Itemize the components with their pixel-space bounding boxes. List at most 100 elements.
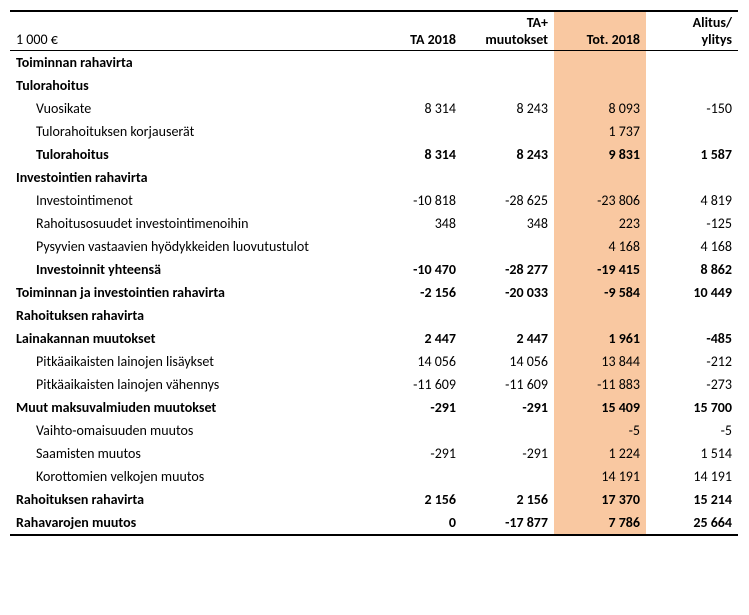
cell: 348 xyxy=(370,212,462,235)
header-unit: 1 000 € xyxy=(10,12,370,51)
table-row: Lainakannan muutokset2 4472 4471 961-485 xyxy=(10,327,738,350)
table-row: Tulorahoituksen korjauserät1 737 xyxy=(10,120,738,143)
table-row: Tulorahoitus xyxy=(10,74,738,97)
row-label: Rahoitusosuudet investointimenoihin xyxy=(10,212,370,235)
row-label: Tulorahoituksen korjauserät xyxy=(10,120,370,143)
row-label: Korottomien velkojen muutos xyxy=(10,465,370,488)
cell xyxy=(370,304,462,327)
cell: 13 844 xyxy=(554,350,646,373)
row-label: Investoinnit yhteensä xyxy=(10,258,370,281)
cell: 348 xyxy=(462,212,554,235)
cell xyxy=(646,120,738,143)
table-row: Saamisten muutos-291-2911 2241 514 xyxy=(10,442,738,465)
cell: -291 xyxy=(462,396,554,419)
cell: -11 609 xyxy=(462,373,554,396)
row-label: Toiminnan rahavirta xyxy=(10,51,370,75)
table-row: Toiminnan rahavirta xyxy=(10,51,738,75)
cell: 223 xyxy=(554,212,646,235)
row-label: Muut maksuvalmiuden muutokset xyxy=(10,396,370,419)
cell: -11 609 xyxy=(370,373,462,396)
cell: -125 xyxy=(646,212,738,235)
table-header-row: 1 000 € TA 2018 TA+ muutokset Tot. 2018 … xyxy=(10,12,738,51)
cell: 14 191 xyxy=(646,465,738,488)
header-col-4: Alitus/ ylitys xyxy=(646,12,738,51)
cell: -5 xyxy=(646,419,738,442)
cell: 2 156 xyxy=(370,488,462,511)
cell: 10 449 xyxy=(646,281,738,304)
table-row: Investointien rahavirta xyxy=(10,166,738,189)
cell: 7 786 xyxy=(554,511,646,534)
cell xyxy=(370,235,462,258)
cell: 14 056 xyxy=(370,350,462,373)
row-label: Rahoituksen rahavirta xyxy=(10,488,370,511)
header-col-1-label: TA 2018 xyxy=(410,31,456,48)
table-row: Vaihto-omaisuuden muutos-5-5 xyxy=(10,419,738,442)
cell: 8 093 xyxy=(554,97,646,120)
cell xyxy=(462,235,554,258)
cell: 4 819 xyxy=(646,189,738,212)
cell xyxy=(462,74,554,97)
cell: -212 xyxy=(646,350,738,373)
cell: -28 625 xyxy=(462,189,554,212)
cell: -10 818 xyxy=(370,189,462,212)
cell xyxy=(370,166,462,189)
table-row: Toiminnan ja investointien rahavirta-2 1… xyxy=(10,281,738,304)
cell: 4 168 xyxy=(554,235,646,258)
cell: 2 156 xyxy=(462,488,554,511)
cell: -485 xyxy=(646,327,738,350)
table-row: Investoinnit yhteensä-10 470-28 277-19 4… xyxy=(10,258,738,281)
cell: -20 033 xyxy=(462,281,554,304)
cell xyxy=(646,166,738,189)
cell xyxy=(462,51,554,75)
cell: 2 447 xyxy=(462,327,554,350)
row-label: Pitkäaikaisten lainojen vähennys xyxy=(10,373,370,396)
cell xyxy=(370,120,462,143)
row-label: Toiminnan ja investointien rahavirta xyxy=(10,281,370,304)
cell xyxy=(370,465,462,488)
cell: 25 664 xyxy=(646,511,738,534)
cell: -28 277 xyxy=(462,258,554,281)
row-label: Saamisten muutos xyxy=(10,442,370,465)
cell: -291 xyxy=(462,442,554,465)
table-row: Muut maksuvalmiuden muutokset-291-29115 … xyxy=(10,396,738,419)
table-row: Rahoitusosuudet investointimenoihin34834… xyxy=(10,212,738,235)
header-col-4-top: Alitus/ xyxy=(693,14,732,31)
cell xyxy=(462,419,554,442)
table-row: Pitkäaikaisten lainojen vähennys-11 609-… xyxy=(10,373,738,396)
cell: 8 314 xyxy=(370,97,462,120)
cell: 1 587 xyxy=(646,143,738,166)
row-label: Pitkäaikaisten lainojen lisäykset xyxy=(10,350,370,373)
cell: 8 314 xyxy=(370,143,462,166)
cell: 17 370 xyxy=(554,488,646,511)
cell: 8 862 xyxy=(646,258,738,281)
table-row: Korottomien velkojen muutos 14 19114 191 xyxy=(10,465,738,488)
cell xyxy=(462,120,554,143)
row-label: Pysyvien vastaavien hyödykkeiden luovutu… xyxy=(10,235,370,258)
cell xyxy=(370,74,462,97)
cell xyxy=(554,51,646,75)
cell: -10 470 xyxy=(370,258,462,281)
table-row: Investointimenot-10 818-28 625-23 8064 8… xyxy=(10,189,738,212)
cell: -150 xyxy=(646,97,738,120)
financial-table: 1 000 € TA 2018 TA+ muutokset Tot. 2018 … xyxy=(10,10,738,536)
cell: 14 191 xyxy=(554,465,646,488)
cell: 14 056 xyxy=(462,350,554,373)
cell: 0 xyxy=(370,511,462,534)
cell: -23 806 xyxy=(554,189,646,212)
cell: 15 409 xyxy=(554,396,646,419)
row-label: Lainakannan muutokset xyxy=(10,327,370,350)
table-row: Rahoituksen rahavirta xyxy=(10,304,738,327)
cell: -11 883 xyxy=(554,373,646,396)
row-label: Investointimenot xyxy=(10,189,370,212)
cell: -9 584 xyxy=(554,281,646,304)
cell: -19 415 xyxy=(554,258,646,281)
table-row: Pysyvien vastaavien hyödykkeiden luovutu… xyxy=(10,235,738,258)
table-body: Toiminnan rahavirtaTulorahoitusVuosikate… xyxy=(10,51,738,535)
cell: -273 xyxy=(646,373,738,396)
table-row: Vuosikate8 3148 2438 093-150 xyxy=(10,97,738,120)
cell xyxy=(554,304,646,327)
row-label: Investointien rahavirta xyxy=(10,166,370,189)
cell: 1 961 xyxy=(554,327,646,350)
row-label: Rahavarojen muutos xyxy=(10,511,370,534)
cell xyxy=(554,74,646,97)
